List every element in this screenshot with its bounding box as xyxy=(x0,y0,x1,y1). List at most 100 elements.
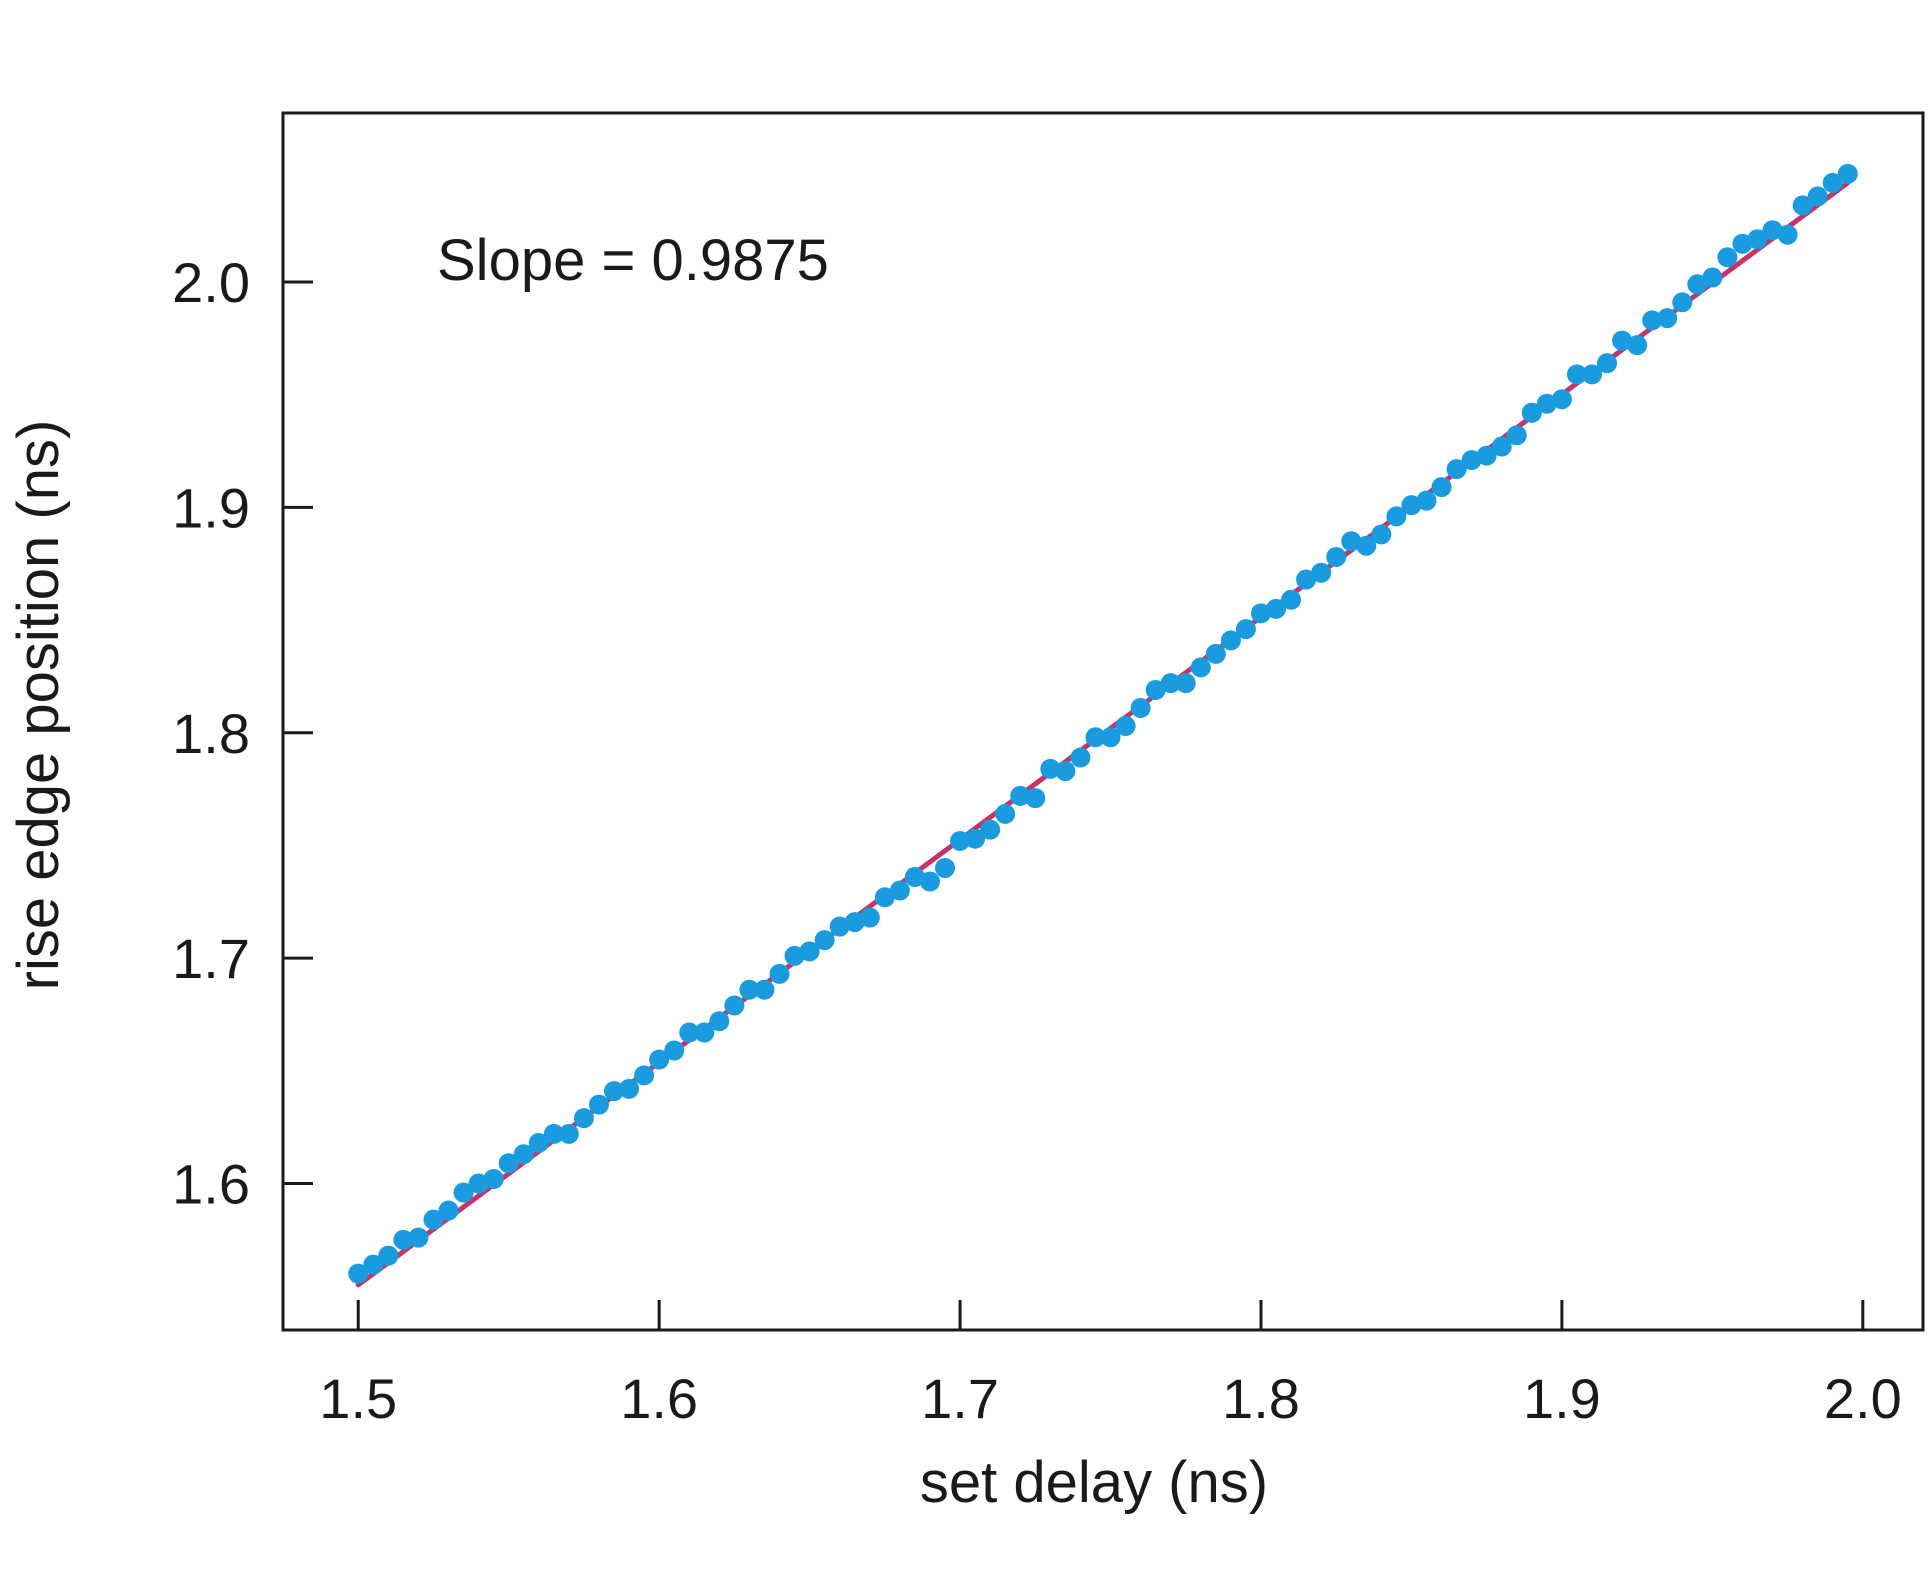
y-tick-label: 1.7 xyxy=(172,927,250,990)
data-point xyxy=(1010,785,1031,806)
data-point xyxy=(1025,788,1046,809)
data-point xyxy=(468,1173,489,1194)
data-point xyxy=(423,1209,444,1230)
data-point xyxy=(1461,450,1482,471)
data-point xyxy=(348,1263,369,1284)
data-point xyxy=(1401,495,1422,516)
data-point xyxy=(1672,292,1693,313)
data-point xyxy=(754,979,775,1000)
data-point xyxy=(1762,220,1783,241)
data-point xyxy=(1205,643,1226,664)
data-point xyxy=(829,916,850,937)
data-point xyxy=(1566,364,1587,385)
data-point xyxy=(1281,589,1302,610)
data-point xyxy=(679,1022,700,1043)
data-point xyxy=(1070,747,1091,768)
data-point xyxy=(619,1078,640,1099)
data-point xyxy=(363,1254,384,1275)
data-point xyxy=(1130,697,1151,718)
data-point xyxy=(1446,459,1467,480)
data-point xyxy=(784,945,805,966)
y-tick-label: 1.9 xyxy=(172,476,250,539)
data-point xyxy=(453,1182,474,1203)
data-point xyxy=(498,1153,519,1174)
data-point xyxy=(604,1081,625,1102)
data-point xyxy=(1491,436,1512,457)
data-point xyxy=(1612,330,1633,351)
data-point xyxy=(1597,353,1618,374)
data-point xyxy=(1085,727,1106,748)
data-point xyxy=(950,830,971,851)
x-axis-label: set delay (ns) xyxy=(920,1450,1268,1515)
data-point xyxy=(558,1123,579,1144)
data-point xyxy=(1040,758,1061,779)
y-tick-label: 2.0 xyxy=(172,251,250,314)
data-point xyxy=(769,963,790,984)
x-tick-label: 1.6 xyxy=(620,1367,698,1430)
data-point xyxy=(588,1094,609,1115)
data-point xyxy=(1521,402,1542,423)
data-point xyxy=(1627,335,1648,356)
data-point xyxy=(1642,310,1663,331)
data-points-layer xyxy=(348,163,1858,1284)
data-point xyxy=(1250,603,1271,624)
data-point xyxy=(980,819,1001,840)
data-point xyxy=(1717,247,1738,268)
data-point xyxy=(664,1040,685,1061)
data-point xyxy=(1341,531,1362,552)
data-point xyxy=(1732,233,1753,254)
data-point xyxy=(1296,569,1317,590)
data-point xyxy=(634,1065,655,1086)
x-tick-label: 1.9 xyxy=(1523,1367,1601,1430)
data-point xyxy=(1356,535,1377,556)
data-point xyxy=(859,907,880,928)
data-point xyxy=(1371,524,1392,545)
data-point xyxy=(814,930,835,951)
data-point xyxy=(1326,546,1347,567)
data-point xyxy=(919,871,940,892)
data-point xyxy=(1807,186,1828,207)
data-point xyxy=(904,867,925,888)
y-axis-label: rise edge position (ns) xyxy=(6,420,71,991)
data-point xyxy=(1100,727,1121,748)
data-point xyxy=(1190,657,1211,678)
data-point xyxy=(709,1011,730,1032)
data-point xyxy=(1431,477,1452,498)
x-tick-label: 1.7 xyxy=(921,1367,999,1430)
data-point xyxy=(1175,673,1196,694)
data-point xyxy=(799,941,820,962)
data-point xyxy=(573,1108,594,1129)
data-point xyxy=(1115,716,1136,737)
y-axis-ticks: 1.6 1.7 1.8 1.9 2.0 xyxy=(172,251,313,1216)
x-tick-label: 1.8 xyxy=(1222,1367,1300,1430)
data-point xyxy=(1657,308,1678,329)
data-point xyxy=(1055,761,1076,782)
data-point xyxy=(649,1049,670,1070)
data-point xyxy=(513,1144,534,1165)
data-point xyxy=(1792,195,1813,216)
data-point xyxy=(935,857,956,878)
data-point xyxy=(378,1245,399,1266)
data-point xyxy=(1581,364,1602,385)
data-point xyxy=(1476,445,1497,466)
data-point xyxy=(995,803,1016,824)
data-point xyxy=(1687,274,1708,295)
data-point xyxy=(1777,224,1798,245)
data-point xyxy=(1386,506,1407,527)
y-tick-label: 1.6 xyxy=(172,1153,250,1216)
data-point xyxy=(874,887,895,908)
x-tick-label: 2.0 xyxy=(1824,1367,1902,1430)
data-point xyxy=(1702,267,1723,288)
data-point xyxy=(1416,490,1437,511)
data-point xyxy=(889,880,910,901)
data-point xyxy=(844,912,865,933)
y-tick-label: 1.8 xyxy=(172,702,250,765)
data-point xyxy=(1551,389,1572,410)
data-point xyxy=(739,979,760,1000)
data-point xyxy=(408,1227,429,1248)
data-point xyxy=(1536,393,1557,414)
data-point xyxy=(1235,619,1256,640)
data-point xyxy=(483,1169,504,1190)
data-point xyxy=(965,828,986,849)
